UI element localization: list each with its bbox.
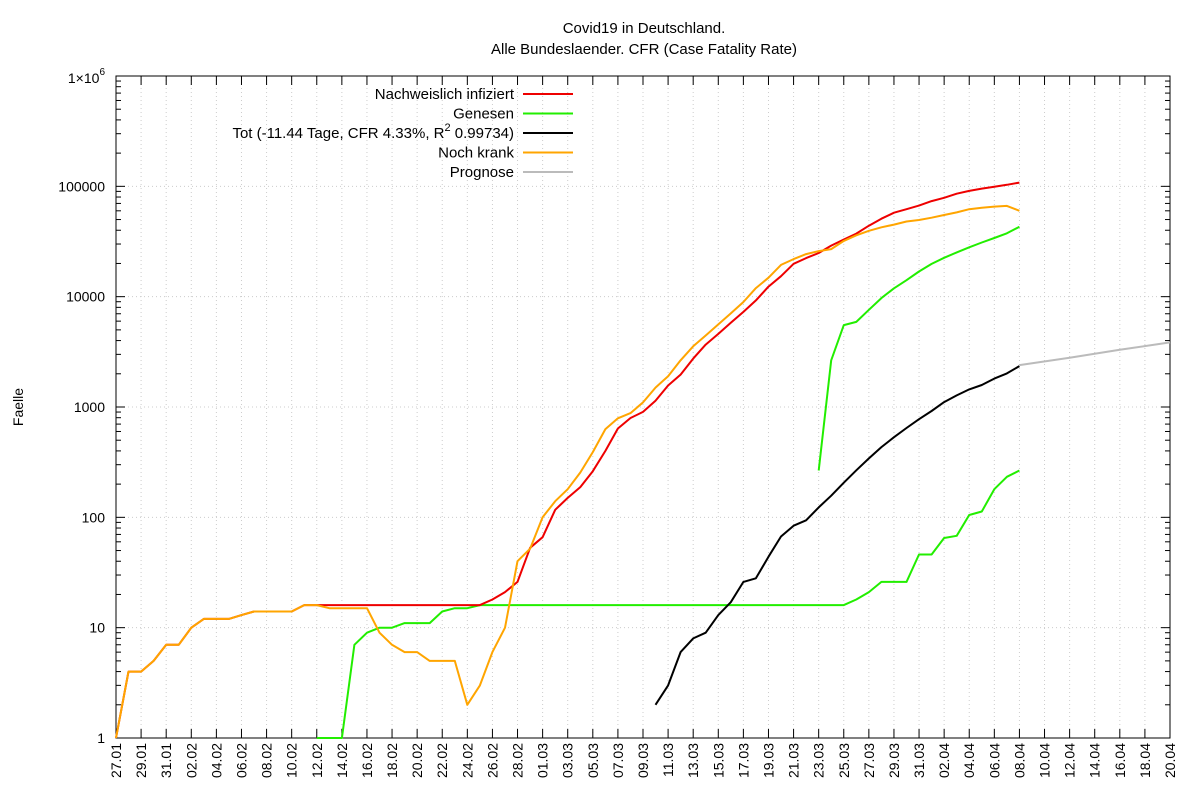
x-tick-label: 24.02 [459, 743, 475, 778]
x-tick-label: 16.02 [359, 743, 375, 778]
x-tick-label: 31.03 [911, 743, 927, 778]
x-tick-label: 09.03 [635, 743, 651, 778]
x-tick-label: 10.02 [284, 743, 300, 778]
legend-label: Nachweislich infiziert [375, 86, 515, 103]
x-tick-label: 06.02 [233, 743, 249, 778]
x-tick-label: 18.04 [1137, 743, 1153, 778]
legend-label: Prognose [450, 164, 514, 181]
x-tick-label: 07.03 [610, 743, 626, 778]
x-tick-label: 02.02 [183, 743, 199, 778]
legend-superscript: 2 [444, 122, 450, 134]
x-tick-label: 04.04 [961, 743, 977, 778]
x-tick-label: 05.03 [585, 743, 601, 778]
chart-title: Covid19 in Deutschland. [562, 20, 726, 37]
x-tick-label: 29.03 [886, 743, 902, 778]
x-tick-label: 20.02 [409, 743, 425, 778]
series-line-genesen-cont [817, 225, 1020, 471]
x-tick-label: 29.01 [133, 743, 149, 778]
x-tick-label: 13.03 [685, 743, 701, 778]
y-tick-label: 100 [82, 509, 106, 525]
x-tick-label: 12.04 [1062, 743, 1078, 778]
plot-frame [115, 75, 1171, 739]
x-tick-label: 08.02 [259, 743, 275, 778]
x-tick-label: 28.02 [510, 743, 526, 778]
x-tick-label: 27.01 [108, 743, 124, 778]
x-tick-label: 06.04 [986, 743, 1002, 778]
legend-label-rest: 0.99734) [451, 125, 514, 142]
legend-label: Genesen [453, 106, 514, 123]
x-tick-label: 11.03 [660, 743, 676, 777]
x-tick-label: 15.03 [710, 743, 726, 778]
legend-label: Tot (-11.44 Tage, CFR 4.33%, R2 0.99734) [232, 122, 514, 142]
x-tick-label: 25.03 [836, 743, 852, 778]
x-tick-label: 03.03 [560, 743, 576, 778]
grid [116, 76, 1170, 738]
x-tick-label: 01.03 [535, 743, 551, 778]
x-tick-label: 04.02 [208, 743, 224, 778]
series-line-noch-krank [115, 204, 1020, 739]
x-tick-label: 20.04 [1162, 743, 1178, 778]
x-tick-label: 08.04 [1011, 743, 1027, 778]
legend-label: Noch krank [438, 145, 514, 162]
x-tick-label: 19.03 [760, 743, 776, 778]
y-axis: 1 10 100 1000 10000 100000 1×106 [58, 67, 1170, 746]
x-tick-label: 18.02 [384, 743, 400, 778]
x-tick-label: 31.01 [158, 743, 174, 778]
y-tick-exponent: 6 [99, 67, 105, 78]
x-tick-label: 23.03 [811, 743, 827, 778]
x-tick-label: 14.02 [334, 743, 350, 778]
y-tick-label: 10000 [66, 289, 105, 305]
x-axis: 27.01 29.01 31.01 02.02 04.02 06.02 08.02 10.02… [108, 76, 1178, 778]
x-tick-label: 14.04 [1087, 743, 1103, 778]
chart-subtitle: Alle Bundeslaender. CFR (Case Fatality R… [491, 41, 797, 58]
x-tick-label: 02.04 [936, 743, 952, 778]
y-tick-label: 1×106 [68, 67, 106, 86]
series-layer [115, 181, 1171, 739]
y-tick-label: 10 [89, 620, 105, 636]
y-tick-label: 1000 [74, 399, 105, 415]
series-line-prognose [1019, 341, 1171, 367]
series-line-genesen [316, 469, 1020, 739]
x-tick-label: 21.03 [786, 743, 802, 778]
x-tick-label: 17.03 [735, 743, 751, 778]
x-tick-label: 12.02 [309, 743, 325, 778]
x-tick-label: 27.03 [861, 743, 877, 778]
chart-title-block: Covid19 in Deutschland. Alle Bundeslaend… [0, 18, 1200, 60]
y-tick-label: 1 [97, 730, 105, 746]
x-tick-label: 26.02 [484, 743, 500, 778]
y-axis-label: Faelle [10, 388, 26, 426]
y-tick-label: 100000 [58, 178, 105, 194]
x-tick-label: 10.04 [1037, 743, 1053, 778]
x-tick-label: 16.04 [1112, 743, 1128, 778]
x-tick-label: 22.02 [434, 743, 450, 778]
series-line-tot [654, 365, 1020, 706]
